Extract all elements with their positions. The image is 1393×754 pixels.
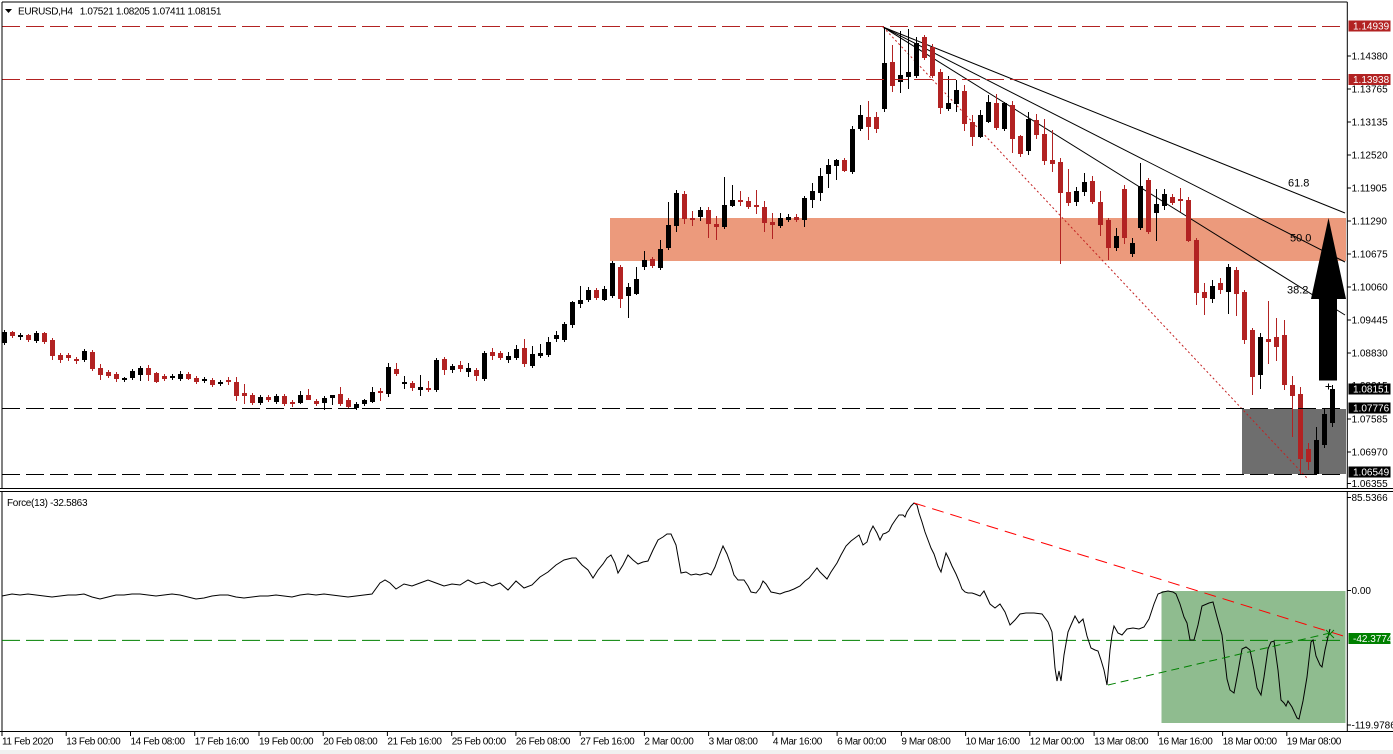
svg-text:1.10060: 1.10060 [1352,283,1389,294]
svg-text:1.08830: 1.08830 [1352,349,1389,360]
svg-text:1.14939: 1.14939 [1353,22,1390,33]
svg-text:1.06549: 1.06549 [1353,468,1390,479]
svg-text:1.07585: 1.07585 [1352,415,1389,426]
svg-text:1.13765: 1.13765 [1352,85,1389,96]
svg-text:61.8: 61.8 [1288,178,1309,190]
svg-text:11 Feb 2020: 11 Feb 2020 [2,737,54,748]
svg-text:38.2: 38.2 [1287,285,1308,297]
svg-text:1.13938: 1.13938 [1353,75,1390,86]
svg-text:18 Mar 00:00: 18 Mar 00:00 [1223,737,1278,748]
svg-text:1.11290: 1.11290 [1352,217,1388,228]
svg-text:1.08151: 1.08151 [1353,385,1390,396]
svg-text:3 Mar 08:00: 3 Mar 08:00 [709,737,759,748]
svg-text:1.10675: 1.10675 [1352,250,1389,261]
svg-text:13 Mar 08:00: 13 Mar 08:00 [1094,737,1149,748]
svg-text:20 Feb 08:00: 20 Feb 08:00 [323,737,378,748]
svg-text:16 Mar 16:00: 16 Mar 16:00 [1158,737,1213,748]
svg-text:14 Feb 08:00: 14 Feb 08:00 [131,737,186,748]
svg-text:85.5366: 85.5366 [1352,493,1389,504]
svg-text:0.00: 0.00 [1352,586,1372,597]
svg-text:EURUSD,H4 1.07521 1.08205 1.0: EURUSD,H4 1.07521 1.08205 1.07411 1.0815… [18,7,222,18]
svg-text:1.06355: 1.06355 [1352,479,1389,490]
svg-text:1.12520: 1.12520 [1352,151,1389,162]
svg-text:21 Feb 16:00: 21 Feb 16:00 [387,737,442,748]
svg-text:-42.3774: -42.3774 [1353,634,1393,645]
svg-text:1.09445: 1.09445 [1352,316,1389,327]
svg-text:Force(13) -32.5863: Force(13) -32.5863 [7,498,88,509]
svg-text:19 Feb 00:00: 19 Feb 00:00 [259,737,314,748]
svg-text:19 Mar 08:00: 19 Mar 08:00 [1287,737,1342,748]
svg-text:1.11905: 1.11905 [1352,184,1388,195]
svg-text:27 Feb 16:00: 27 Feb 16:00 [580,737,635,748]
svg-text:1.14380: 1.14380 [1352,52,1389,63]
svg-text:4 Mar 16:00: 4 Mar 16:00 [773,737,823,748]
svg-text:2 Mar 00:00: 2 Mar 00:00 [644,737,694,748]
svg-text:1.06970: 1.06970 [1352,448,1389,459]
svg-text:12 Mar 00:00: 12 Mar 00:00 [1030,737,1085,748]
svg-text:9 Mar 08:00: 9 Mar 08:00 [901,737,951,748]
svg-text:-119.9786: -119.9786 [1352,721,1393,732]
svg-text:25 Feb 00:00: 25 Feb 00:00 [452,737,507,748]
svg-text:10 Mar 16:00: 10 Mar 16:00 [966,737,1021,748]
svg-text:1.13135: 1.13135 [1352,118,1389,129]
svg-text:50.0: 50.0 [1290,233,1311,245]
svg-text:6 Mar 00:00: 6 Mar 00:00 [837,737,887,748]
svg-text:17 Feb 16:00: 17 Feb 16:00 [195,737,250,748]
svg-text:13 Feb 00:00: 13 Feb 00:00 [66,737,121,748]
svg-text:1.07776: 1.07776 [1353,404,1390,415]
svg-text:26 Feb 08:00: 26 Feb 08:00 [516,737,571,748]
